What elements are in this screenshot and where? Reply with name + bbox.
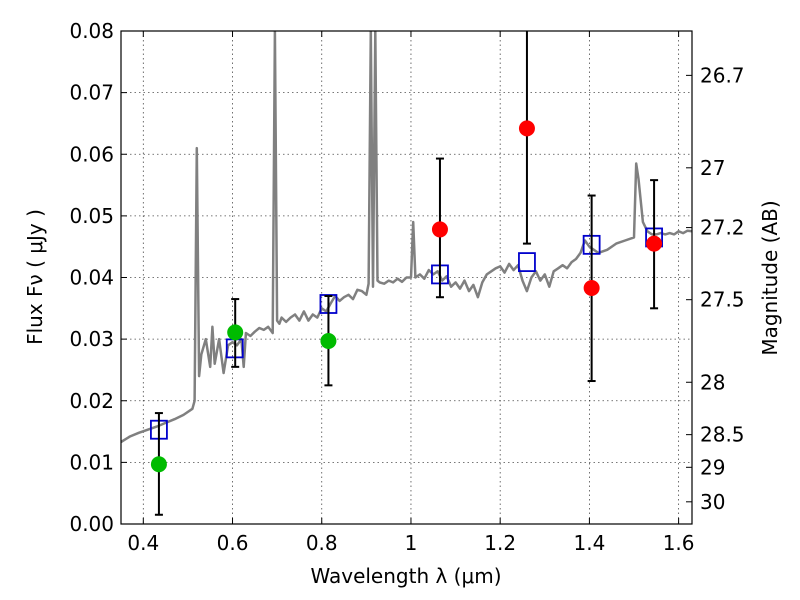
y-tick-label: 0.08 [69,19,114,43]
photometry-point [150,456,167,473]
y-axis-label-text: Flux Fν ( μJy ) [23,209,47,345]
photometry-point [518,120,535,137]
right-axis-label: Magnitude (AB) [758,200,782,355]
y-tick-label: 0.05 [69,204,114,228]
y-axis-label: Flux Fν ( μJy ) [23,209,47,345]
right-tick-label: 28 [700,370,725,394]
right-axis-label-text: Magnitude (AB) [758,200,782,355]
x-tick-label: 0.6 [217,531,249,555]
model-square-point [518,252,536,272]
y-tick-label: 0.06 [69,142,114,166]
spectrum-line [121,31,692,444]
y-tick-label: 0.02 [69,389,114,413]
x-tick-label: 1.6 [663,531,695,555]
x-axis-label-text: Wavelength λ (μm) [310,564,501,588]
y-tick-label: 0.00 [69,512,114,536]
x-tick-label: 0.8 [306,531,338,555]
x-tick-label: 0.4 [127,531,159,555]
right-tick-label: 27.2 [700,216,745,240]
plot-area [121,31,692,516]
right-tick-label: 29 [700,455,725,479]
right-tick-label: 28.5 [700,423,745,447]
photometry-point [431,221,448,238]
photometry-point [583,279,600,296]
photometry-point [646,235,663,252]
right-tick-label: 30 [700,490,725,514]
right-tick-label: 27.5 [700,288,745,312]
data-layer [121,31,692,516]
y-tick-label: 0.04 [69,266,114,290]
photometry-point [227,324,244,341]
y-tick-label: 0.03 [69,327,114,351]
photometry-point [320,332,337,349]
y-tick-label: 0.01 [69,450,114,474]
tick-layer: 0.4 0.6 0.8 1 1.2 1.4 1.6 0.00 0.01 0.02 0.03 0.04 0… [69,19,744,555]
x-tick-label: 1.4 [573,531,605,555]
x-tick-label: 1 [405,531,418,555]
x-tick-label: 1.2 [484,531,516,555]
x-axis-label: Wavelength λ (μm) [310,564,501,588]
right-tick-label: 26.7 [700,63,745,87]
grid-lines [121,30,692,525]
y-tick-label: 0.07 [69,81,114,105]
right-tick-label: 27 [700,156,725,180]
